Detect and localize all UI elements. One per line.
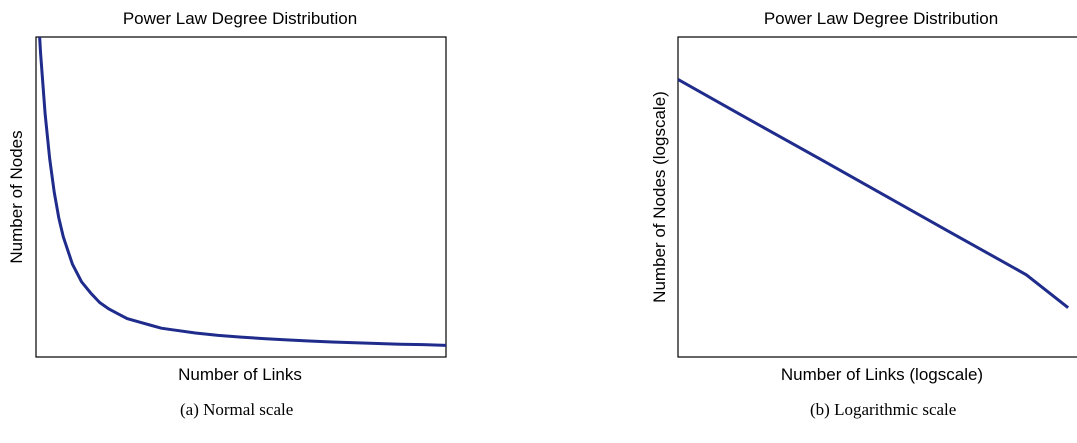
chart-title: Power Law Degree Distribution [764, 9, 998, 28]
x-axis-label: Number of Links (logscale) [781, 365, 983, 384]
power-law-line [678, 78, 1070, 309]
chart-normal-scale: Power Law Degree Distribution Number of … [7, 9, 447, 384]
plot-frame [677, 36, 1077, 358]
figure-logarithmic-scale: Power Law Degree Distribution Number of … [540, 0, 1077, 443]
y-axis-label: Number of Nodes [7, 130, 26, 263]
plot-frame [35, 36, 447, 358]
power-law-curve [38, 37, 446, 347]
figure-normal-scale: Power Law Degree Distribution Number of … [0, 0, 520, 443]
figure-caption: (a) Normal scale [180, 400, 294, 419]
chart-title: Power Law Degree Distribution [123, 9, 357, 28]
x-axis-label: Number of Links [178, 365, 302, 384]
chart-logarithmic-scale: Power Law Degree Distribution Number of … [650, 9, 1077, 384]
y-axis-label: Number of Nodes (logscale) [650, 91, 669, 303]
figure-caption: (b) Logarithmic scale [810, 400, 957, 419]
